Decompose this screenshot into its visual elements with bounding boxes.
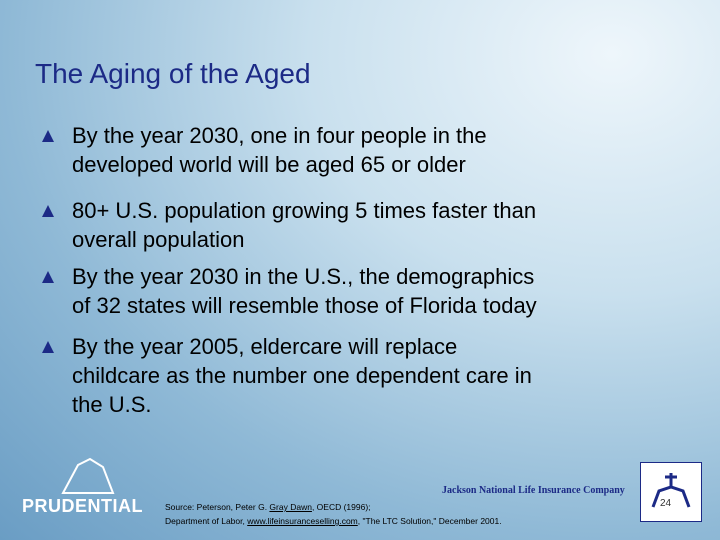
- source-line: Source: Peterson, Peter G. Gray Dawn, OE…: [165, 502, 371, 512]
- source-line: Department of Labor, www.lifeinsurancese…: [165, 516, 502, 526]
- source-text: , "The LTC Solution," December 2001.: [357, 516, 502, 526]
- bullet-line: By the year 2030, one in four people in …: [72, 123, 487, 148]
- bullet-line: of 32 states will resemble those of Flor…: [72, 293, 537, 318]
- title: The Aging of the Aged: [35, 58, 311, 89]
- bullet-line: childcare as the number one dependent ca…: [72, 363, 532, 388]
- horseman-icon: [651, 473, 691, 508]
- source-text: Department of Labor,: [165, 516, 248, 526]
- source-text: www.lifeinsuranceselling.com: [247, 516, 358, 526]
- bullet-item: 80+ U.S. population growing 5 times fast…: [72, 196, 536, 254]
- bullet-marker: [42, 205, 54, 217]
- prudential-rock-icon: [61, 457, 115, 494]
- source-text: Gray Dawn: [269, 502, 312, 512]
- bullet-marker: [42, 341, 54, 353]
- page-number: 24: [660, 498, 672, 509]
- source-text: Source: Peterson, Peter G.: [165, 502, 270, 512]
- bullet-line: overall population: [72, 227, 245, 252]
- bullet-line: the U.S.: [72, 392, 152, 417]
- bullet-marker: [42, 271, 54, 283]
- bullet-line: By the year 2030 in the U.S., the demogr…: [72, 264, 535, 289]
- jackson-logo: Jackson National Life Insurance Company: [442, 485, 625, 496]
- bullet-item: By the year 2005, eldercare will replace…: [72, 332, 532, 419]
- prudential-logo: PRUDENTIAL: [22, 496, 143, 516]
- jackson-icon: [640, 462, 702, 522]
- bullet-item: By the year 2030, one in four people in …: [72, 121, 487, 179]
- source-text: , OECD (1996);: [311, 502, 371, 512]
- bullet-line: By the year 2005, eldercare will replace: [72, 334, 458, 359]
- bullet-line: 80+ U.S. population growing 5 times fast…: [72, 198, 537, 223]
- bullet-line: developed world will be aged 65 or older: [72, 152, 466, 177]
- bullet-item: By the year 2030 in the U.S., the demogr…: [72, 262, 537, 320]
- bullet-marker: [42, 130, 54, 142]
